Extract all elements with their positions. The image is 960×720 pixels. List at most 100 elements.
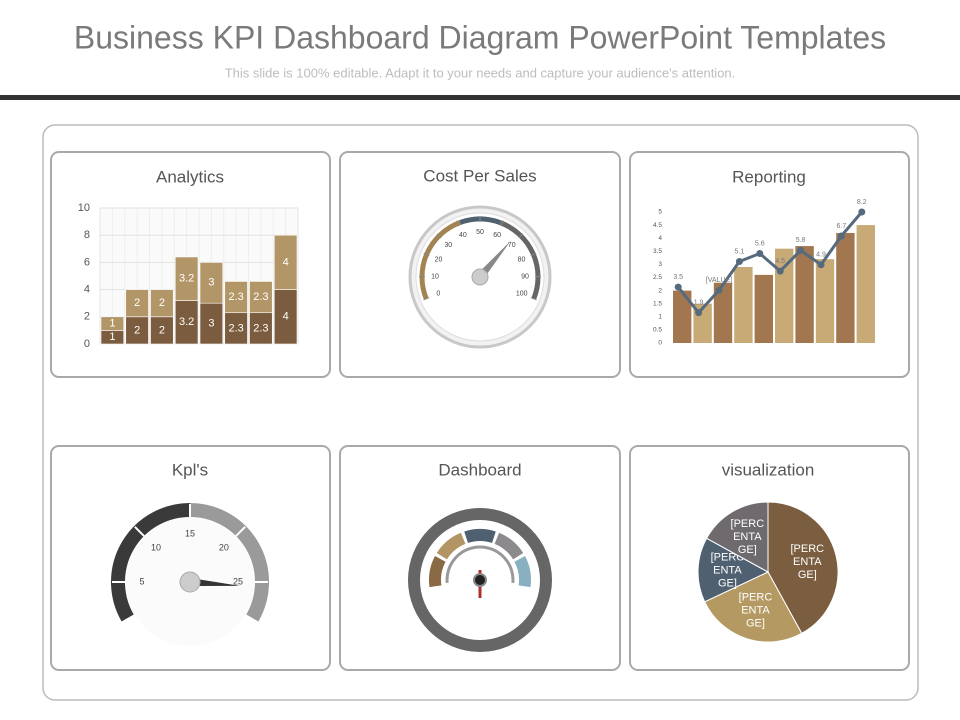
y-tick-label: 4.5 [653, 222, 662, 229]
bar [836, 232, 855, 343]
data-label: 1 [109, 331, 115, 343]
data-label: 5.6 [755, 240, 765, 247]
bar [815, 259, 835, 343]
gauge-tick-label: 20 [219, 542, 229, 552]
y-tick-label: 3 [658, 261, 662, 268]
label-line: [PERC [739, 592, 773, 604]
bar [273, 234, 298, 290]
bar [795, 246, 814, 343]
gauge-band [498, 220, 541, 300]
label-line: ENTA [741, 605, 770, 617]
gauge-tick [530, 297, 537, 301]
data-label: 5.1 [735, 248, 745, 255]
data-label: 1.9 [694, 299, 704, 306]
dial-hub [473, 573, 487, 587]
y-tick-label: 10 [78, 202, 90, 214]
data-label: 3 [208, 318, 214, 330]
label-line: [PERC [731, 518, 765, 530]
gauge-hub [471, 268, 489, 286]
pie-slice [767, 501, 839, 635]
data-label: 2.3 [253, 322, 268, 334]
label-line: GE] [746, 618, 765, 630]
y-tick-label: 5 [658, 209, 662, 216]
gauge-tick-label: 60 [493, 232, 501, 239]
y-tick-label: 8 [84, 229, 90, 241]
gauge-tick [235, 526, 246, 537]
dial-segment [514, 556, 531, 588]
data-label: 3.2 [179, 273, 194, 285]
y-tick-label: 4 [84, 284, 90, 296]
pie-slice [703, 571, 803, 643]
gauge-tick-label: 10 [431, 274, 439, 281]
gauge-tick-label: 70 [508, 242, 516, 249]
pie-slice [705, 501, 769, 573]
bar [100, 316, 125, 331]
y-tick-label: 2.5 [653, 274, 662, 281]
data-label: 5.8 [796, 237, 806, 244]
panel-title: Cost Per Sales [423, 166, 536, 185]
label-line: GE] [718, 578, 737, 590]
panel-title: Analytics [156, 167, 224, 186]
gauge-tick-label: 100 [516, 291, 528, 298]
y-tick-label: 6 [84, 256, 90, 268]
line-point [817, 261, 825, 269]
dial-segment [464, 529, 496, 543]
gauge-tick [530, 252, 537, 257]
y-tick-label: 0 [658, 340, 662, 347]
y-tick-label: 2 [658, 287, 662, 294]
data-label: 3 [208, 277, 214, 289]
panel-title: Dashboard [438, 460, 521, 479]
dial-segment [429, 556, 446, 588]
bar [150, 289, 174, 318]
gauge-tick-label: 90 [521, 274, 529, 281]
y-tick-label: 3.5 [653, 248, 662, 255]
gauge-needle [476, 240, 512, 280]
line [677, 211, 863, 315]
bar [713, 282, 733, 343]
gauge-hub [179, 571, 201, 593]
gauge-tick-label: 0 [436, 291, 440, 298]
gauge-band [111, 503, 191, 622]
label-line: GE] [738, 544, 757, 556]
line-point [858, 208, 866, 216]
line-point [695, 309, 703, 317]
data-label: [PERC ENTA GE] [731, 518, 765, 556]
data-label: 6.7 [837, 223, 847, 230]
data-label: [PERC ENTA GE] [739, 592, 773, 630]
y-tick-label: 0.5 [653, 327, 662, 334]
line-point [735, 258, 743, 266]
bar [125, 289, 149, 318]
data-label: 8.2 [857, 199, 867, 206]
line-point [776, 267, 784, 275]
gauge-tick [436, 233, 442, 239]
data-label: 2 [159, 297, 165, 309]
line-point [715, 286, 723, 294]
y-tick-label: 0 [84, 338, 90, 350]
label-line: ENTA [713, 565, 742, 577]
data-label: 2.3 [253, 291, 268, 303]
data-label: 3.5 [673, 274, 683, 281]
gauge-tick [423, 297, 430, 301]
data-label: 4 [283, 256, 289, 268]
data-label: 2 [134, 324, 140, 336]
line-point [797, 246, 805, 254]
gauge-tick [456, 220, 460, 227]
bar [199, 262, 224, 304]
label-line: GE] [798, 569, 817, 581]
data-label: 4.5 [775, 258, 785, 265]
slide-title: Business KPI Dashboard Diagram PowerPoin… [74, 19, 886, 55]
label-line: ENTA [793, 556, 822, 568]
dial-segment [494, 532, 524, 560]
y-tick-label: 4 [658, 235, 662, 242]
gauge-tick [423, 252, 430, 257]
pie-slice [697, 537, 770, 603]
gauge-tick-label: 40 [459, 232, 467, 239]
line-point [674, 283, 682, 291]
slide-subtitle: This slide is 100% editable. Adapt it to… [225, 65, 736, 80]
gauge-tick-label: 20 [435, 256, 443, 263]
dial-inner-arc [445, 545, 515, 584]
data-label: 2.3 [228, 322, 243, 334]
gauge-tick [500, 220, 504, 227]
gauge-tick-label: 25 [233, 576, 243, 586]
header-rule [0, 95, 960, 100]
